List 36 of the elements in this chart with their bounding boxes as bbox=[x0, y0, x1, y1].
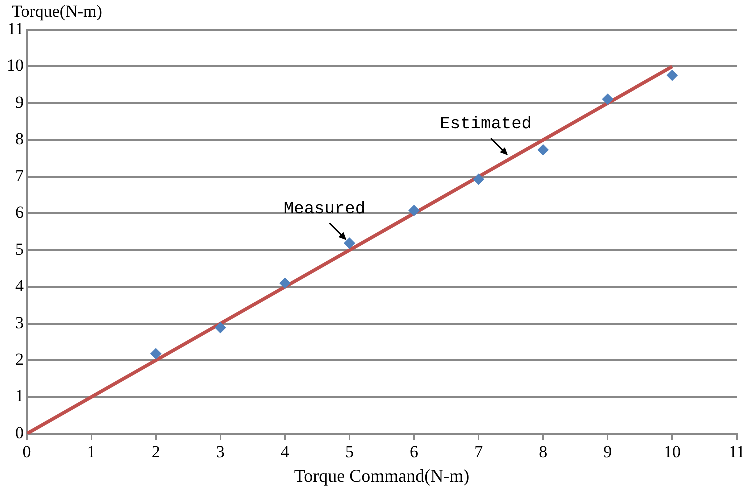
y-tick-label: 0 bbox=[16, 423, 24, 442]
x-tick-label: 7 bbox=[474, 442, 484, 462]
x-tick-label: 2 bbox=[152, 442, 160, 462]
y-tick-label: 10 bbox=[7, 56, 24, 76]
y-tick-label: 5 bbox=[16, 240, 24, 259]
point bbox=[473, 174, 484, 185]
x-tick-label: 11 bbox=[728, 442, 746, 462]
annotation: Estimated bbox=[440, 116, 532, 135]
point bbox=[538, 144, 549, 156]
point bbox=[408, 205, 420, 216]
y-tick-label: 9 bbox=[16, 92, 24, 112]
x-tick-label: 3 bbox=[216, 442, 225, 462]
y-tick-label: 3 bbox=[16, 313, 24, 332]
annotation: Measured bbox=[284, 200, 366, 220]
point bbox=[344, 238, 356, 249]
y-tick-label: 8 bbox=[16, 130, 24, 149]
y-tick-label: 2 bbox=[16, 350, 24, 370]
point bbox=[602, 94, 614, 105]
y-axis-title: Torque(N-m) bbox=[12, 2, 102, 21]
y-tick-label: 7 bbox=[16, 166, 24, 186]
x-tick-label: 4 bbox=[280, 442, 290, 462]
x-tick-label: 6 bbox=[410, 442, 419, 462]
point bbox=[150, 348, 162, 360]
x-axis-title: Torque Command(N-m) bbox=[294, 466, 470, 486]
x-tick-label: 5 bbox=[345, 442, 354, 462]
point bbox=[280, 278, 291, 289]
x-tick-label: 8 bbox=[539, 442, 548, 462]
point bbox=[215, 322, 226, 334]
x-tick-label: 1 bbox=[87, 442, 96, 462]
x-tick-label: 10 bbox=[664, 442, 681, 462]
y-tick-label: 1 bbox=[16, 386, 24, 406]
point bbox=[666, 70, 678, 82]
y-tick-label: 11 bbox=[8, 19, 24, 38]
y-tick-label: 4 bbox=[16, 276, 24, 296]
x-tick-label: 9 bbox=[604, 442, 612, 462]
y-tick-label: 6 bbox=[16, 203, 24, 222]
